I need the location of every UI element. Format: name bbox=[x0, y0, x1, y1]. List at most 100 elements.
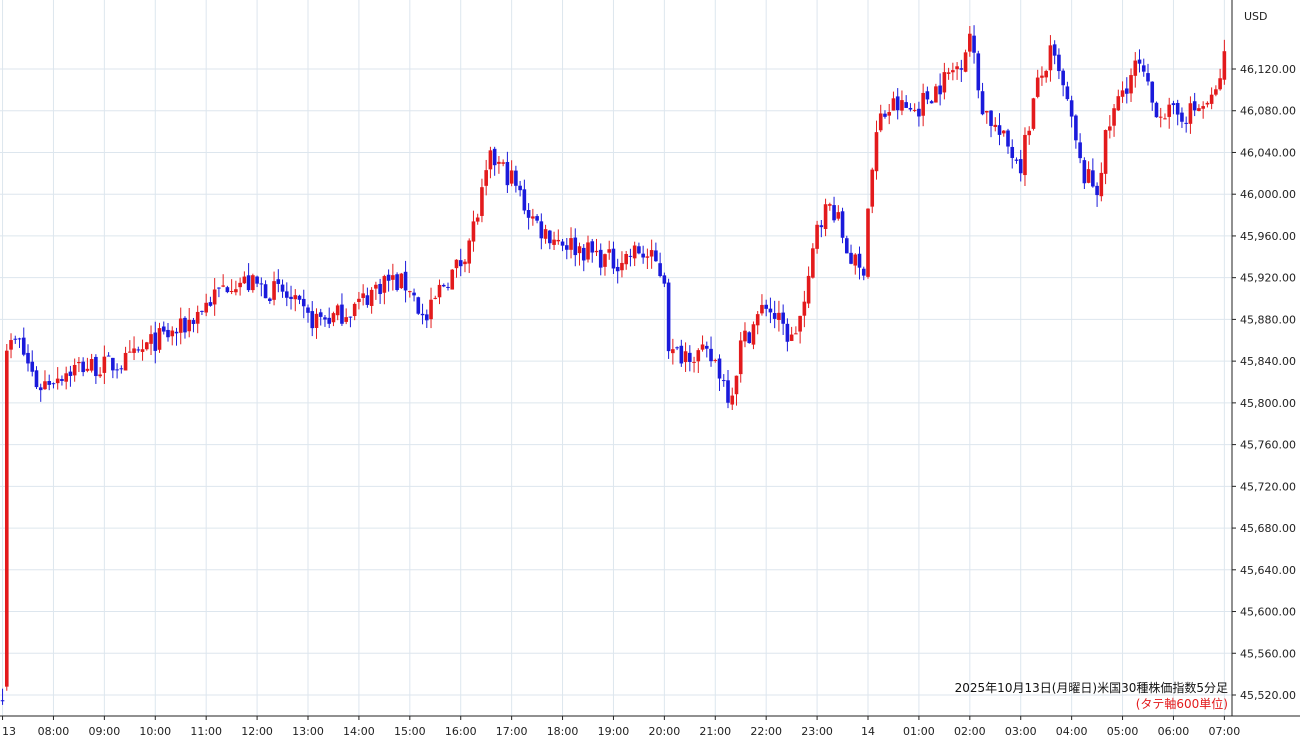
y-tick-label: 46,120.00 bbox=[1240, 63, 1296, 76]
candle-body bbox=[721, 380, 726, 382]
candle-body bbox=[1057, 54, 1061, 72]
x-tick-label: 22:00 bbox=[750, 725, 782, 738]
candle bbox=[984, 110, 989, 124]
x-tick-label: 17:00 bbox=[496, 725, 528, 738]
candle bbox=[1209, 87, 1214, 110]
candle bbox=[1099, 162, 1104, 202]
candle-body bbox=[806, 275, 811, 304]
candle bbox=[64, 366, 68, 390]
candle bbox=[149, 325, 153, 356]
candle-body bbox=[700, 344, 705, 350]
candle bbox=[208, 296, 213, 307]
candle bbox=[1124, 77, 1129, 104]
y-tick-label: 45,680.00 bbox=[1240, 522, 1296, 535]
candle bbox=[191, 317, 196, 333]
x-tick-label: 07:00 bbox=[1209, 725, 1241, 738]
candle bbox=[369, 287, 374, 314]
candle-body bbox=[802, 301, 807, 316]
candle bbox=[246, 263, 251, 293]
candle bbox=[904, 95, 908, 108]
candle-body bbox=[306, 307, 310, 313]
candle-body bbox=[692, 361, 696, 363]
candle-body bbox=[709, 348, 713, 362]
candle bbox=[140, 339, 145, 361]
candle bbox=[166, 322, 170, 342]
candle-body bbox=[480, 187, 484, 216]
candle-body bbox=[777, 312, 781, 320]
candle bbox=[620, 251, 624, 278]
candle-body bbox=[883, 113, 887, 117]
candle bbox=[806, 266, 811, 309]
candle-body bbox=[238, 282, 242, 288]
candle bbox=[178, 307, 183, 345]
chart-caption-scale-note: (タテ軸600単位) bbox=[1136, 696, 1228, 711]
candle bbox=[586, 235, 590, 263]
candle bbox=[709, 336, 713, 367]
candle-body bbox=[968, 33, 972, 52]
x-tick-label: 10:00 bbox=[139, 725, 171, 738]
candle bbox=[556, 229, 561, 245]
candle bbox=[522, 179, 527, 215]
candle-body bbox=[590, 241, 595, 253]
candle-body bbox=[348, 316, 353, 318]
candle-body bbox=[577, 246, 582, 254]
candle-body bbox=[1103, 130, 1108, 174]
candle bbox=[1129, 68, 1133, 102]
candle-body bbox=[984, 110, 989, 113]
candle-body bbox=[276, 279, 281, 284]
candle-body bbox=[823, 204, 828, 229]
candle-body bbox=[255, 276, 259, 284]
candle-body bbox=[429, 299, 433, 320]
candle-body bbox=[21, 337, 26, 355]
candle-body bbox=[679, 345, 684, 364]
candle bbox=[1116, 89, 1121, 111]
candle-body bbox=[488, 150, 493, 170]
candle-body bbox=[166, 329, 170, 338]
candle-body bbox=[921, 92, 925, 116]
candle-body bbox=[620, 262, 624, 271]
candle bbox=[993, 117, 998, 132]
candle-body bbox=[501, 162, 505, 164]
candle-body bbox=[505, 161, 510, 186]
candle bbox=[819, 220, 824, 238]
candle bbox=[577, 242, 582, 266]
candle-body bbox=[327, 317, 332, 324]
candle bbox=[1167, 97, 1172, 129]
candle bbox=[497, 156, 501, 174]
candle-body bbox=[649, 250, 654, 257]
x-tick-label: 14:00 bbox=[343, 725, 375, 738]
candle-body bbox=[81, 361, 85, 373]
x-tick-label: 13:00 bbox=[292, 725, 324, 738]
candle-body bbox=[1218, 78, 1222, 90]
candle-body bbox=[424, 314, 429, 321]
candle-body bbox=[352, 303, 357, 317]
candle-body bbox=[624, 253, 628, 265]
candle bbox=[0, 688, 5, 705]
candle bbox=[959, 59, 964, 82]
candle-body bbox=[683, 351, 688, 363]
candle bbox=[132, 336, 136, 361]
candle-body bbox=[734, 375, 739, 395]
candle-body bbox=[200, 310, 204, 312]
candle bbox=[144, 341, 149, 351]
x-tick-label: 16:00 bbox=[445, 725, 477, 738]
candle-body bbox=[1082, 160, 1087, 184]
candle-body bbox=[857, 253, 862, 268]
candle-body bbox=[475, 217, 480, 222]
candle-body bbox=[569, 238, 573, 250]
candle-body bbox=[492, 148, 497, 166]
candle bbox=[85, 357, 90, 373]
candle bbox=[72, 358, 77, 382]
candle-body bbox=[437, 284, 442, 298]
candle bbox=[925, 86, 930, 105]
candle bbox=[908, 103, 913, 112]
x-tick-label: 09:00 bbox=[89, 725, 121, 738]
candle bbox=[760, 294, 764, 316]
candle bbox=[1188, 96, 1193, 134]
candle-body bbox=[301, 298, 306, 307]
candle-body bbox=[1116, 96, 1121, 111]
x-tick-label: 23:00 bbox=[801, 725, 833, 738]
candle bbox=[1031, 97, 1036, 131]
candle bbox=[989, 110, 993, 138]
candle-body bbox=[403, 271, 408, 291]
